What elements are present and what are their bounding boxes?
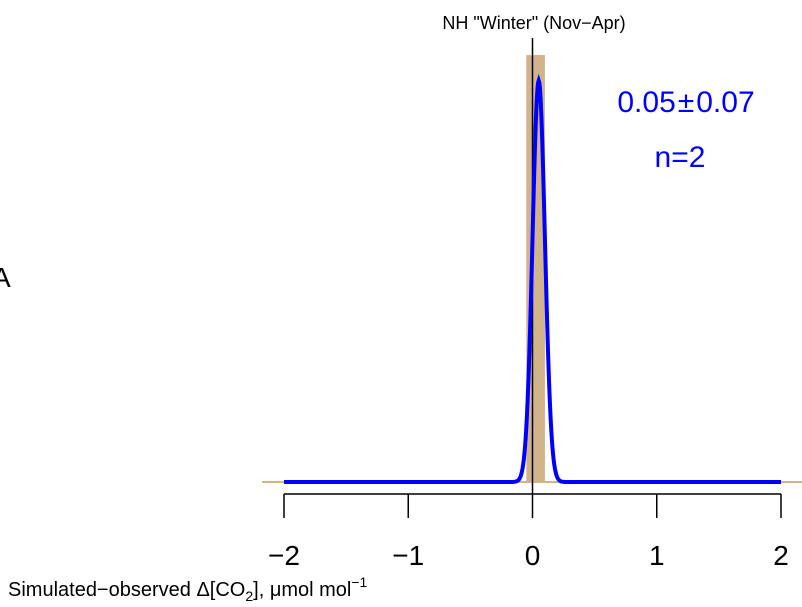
histogram-bars (526, 55, 545, 482)
x-axis-ticks: −2 −1 0 1 2 (268, 494, 789, 571)
x-axis-label: Simulated−observed Δ[CO2], μmol mol−1 (8, 574, 368, 604)
x-tick-label: 0 (525, 540, 541, 571)
x-tick-label: 2 (773, 540, 789, 571)
x-tick-label: −1 (392, 540, 424, 571)
n-label: n=2 (655, 141, 706, 174)
chart-title: NH "Winter" (Nov−Apr) (442, 13, 625, 33)
density-curve (284, 73, 781, 484)
histogram-bar-0 (526, 55, 545, 482)
x-tick-label: −2 (268, 540, 300, 571)
panel-letter: A (0, 262, 11, 293)
x-axis: −2 −1 0 1 2 (268, 493, 789, 571)
stat-annotation: 0.05±0.07 n=2 (617, 86, 754, 174)
mean-sd-label: 0.05±0.07 (617, 86, 754, 119)
x-tick-label: 1 (649, 540, 665, 571)
